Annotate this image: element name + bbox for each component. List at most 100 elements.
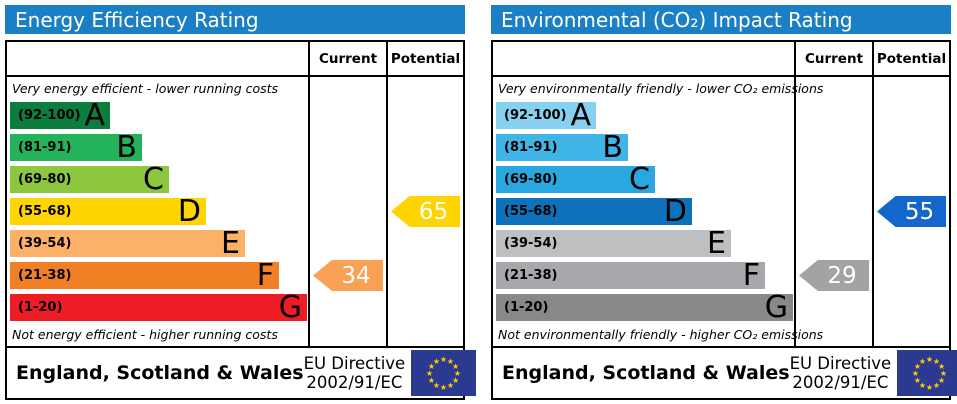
band-range-label: (39-54) bbox=[18, 236, 72, 251]
svg-text:★: ★ bbox=[454, 369, 461, 378]
top-caption: Very environmentally friendly - lower CO… bbox=[498, 81, 824, 96]
band-letter: A bbox=[570, 97, 591, 133]
svg-text:★: ★ bbox=[447, 381, 454, 390]
band-letter: D bbox=[177, 193, 201, 229]
charts-container: Energy Efficiency Rating Current Potenti… bbox=[5, 5, 957, 400]
band-row-f: (21-38) F bbox=[496, 260, 791, 290]
band-bar-d: (55-68) D bbox=[10, 193, 206, 229]
band-bar-f: (21-38) F bbox=[10, 257, 279, 293]
co2-impact-panel: Environmental (CO₂) Impact Rating Curren… bbox=[491, 5, 957, 400]
band-row-g: (1-20) G bbox=[10, 289, 307, 325]
band-letter: G bbox=[764, 289, 788, 325]
band-bar-a: (92-100) A bbox=[496, 97, 596, 133]
band-range-label: (1-20) bbox=[18, 300, 63, 315]
band-bar-f: (21-38) F bbox=[496, 260, 765, 290]
energy-potential-column: 65 bbox=[388, 77, 463, 346]
svg-text:★: ★ bbox=[440, 383, 447, 392]
potential-rating-arrow: 65 bbox=[391, 196, 460, 227]
band-row-a: (92-100) A bbox=[496, 97, 791, 133]
energy-table-header: Current Potential bbox=[7, 42, 463, 77]
potential-rating-arrow: 55 bbox=[877, 196, 946, 227]
band-row-e: (39-54) E bbox=[496, 225, 791, 261]
svg-text:★: ★ bbox=[912, 369, 919, 378]
band-range-label: (81-91) bbox=[504, 140, 558, 155]
band-bar-b: (81-91) B bbox=[10, 129, 142, 165]
region-label: England, Scotland & Wales bbox=[502, 362, 790, 384]
band-letter: B bbox=[602, 129, 623, 165]
co2-potential-column: 55 bbox=[874, 77, 949, 346]
svg-text:★: ★ bbox=[426, 369, 433, 378]
band-range-label: (55-68) bbox=[18, 204, 72, 219]
header-spacer-cell bbox=[493, 42, 796, 75]
eu-directive-line2: 2002/91/EC bbox=[792, 373, 889, 392]
band-letter: E bbox=[221, 225, 240, 261]
band-range-label: (21-38) bbox=[18, 268, 72, 283]
band-letter: B bbox=[116, 129, 137, 165]
co2-table-header: Current Potential bbox=[493, 42, 949, 77]
band-row-b: (81-91) B bbox=[496, 129, 791, 165]
energy-table-body: Very energy efficient - lower running co… bbox=[7, 77, 463, 346]
potential-column-header: Potential bbox=[390, 50, 461, 67]
band-letter: E bbox=[707, 225, 726, 261]
band-range-label: (1-20) bbox=[504, 300, 549, 315]
energy-efficiency-panel: Energy Efficiency Rating Current Potenti… bbox=[5, 5, 477, 400]
band-range-label: (92-100) bbox=[18, 108, 81, 123]
band-bar-g: (1-20) G bbox=[496, 289, 793, 325]
energy-rating-table: Current Potential Very energy efficient … bbox=[5, 40, 477, 400]
band-bar-c: (69-80) C bbox=[496, 161, 655, 197]
eu-flag-icon: ★ ★★★★★★★★★★★ bbox=[411, 350, 477, 396]
band-letter: C bbox=[629, 161, 650, 197]
band-row-a: (92-100) A bbox=[10, 100, 305, 130]
svg-text:★: ★ bbox=[926, 383, 933, 392]
co2-table-body: Very environmentally friendly - lower CO… bbox=[493, 77, 949, 346]
band-range-label: (69-80) bbox=[18, 172, 72, 187]
svg-text:★: ★ bbox=[933, 381, 940, 390]
band-row-c: (69-80) C bbox=[496, 161, 791, 197]
svg-text:★: ★ bbox=[938, 362, 945, 371]
band-range-label: (39-54) bbox=[504, 236, 558, 251]
band-range-label: (55-68) bbox=[504, 204, 558, 219]
energy-bands-cell: Very energy efficient - lower running co… bbox=[7, 77, 310, 346]
band-letter: F bbox=[256, 257, 274, 293]
svg-text:★: ★ bbox=[452, 376, 459, 385]
energy-table-footer: England, Scotland & Wales EU Directive 2… bbox=[7, 346, 477, 398]
top-caption: Very energy efficient - lower running co… bbox=[12, 81, 279, 96]
current-rating-arrow: 34 bbox=[313, 260, 383, 291]
band-bar-a: (92-100) A bbox=[10, 100, 110, 130]
svg-text:★: ★ bbox=[914, 362, 921, 371]
current-column-header: Current bbox=[796, 42, 874, 75]
co2-rating-table: Current Potential Very environmentally f… bbox=[491, 40, 957, 400]
current-rating-arrow: 29 bbox=[799, 260, 869, 291]
svg-text:★: ★ bbox=[933, 357, 940, 366]
header-spacer-cell bbox=[7, 42, 310, 75]
svg-text:★: ★ bbox=[428, 362, 435, 371]
svg-text:★: ★ bbox=[433, 381, 440, 390]
band-row-d: (55-68) D bbox=[10, 193, 305, 229]
band-letter: C bbox=[143, 161, 164, 197]
band-row-e: (39-54) E bbox=[10, 225, 305, 261]
band-bar-c: (69-80) C bbox=[10, 161, 169, 197]
band-letter: G bbox=[278, 289, 302, 325]
eu-directive-label: EU Directive 2002/91/EC bbox=[304, 354, 406, 393]
current-column-header: Current bbox=[310, 42, 388, 75]
svg-text:★: ★ bbox=[926, 355, 933, 364]
svg-text:★: ★ bbox=[919, 357, 926, 366]
svg-text:★: ★ bbox=[440, 355, 447, 364]
band-row-g: (1-20) G bbox=[496, 289, 793, 325]
eu-directive-line1: EU Directive bbox=[303, 353, 406, 373]
svg-text:★: ★ bbox=[914, 376, 921, 385]
eu-flag-icon: ★ ★★★★★★★★★★★ bbox=[897, 350, 957, 396]
potential-column-header: Potential bbox=[876, 50, 947, 67]
band-range-label: (81-91) bbox=[18, 140, 72, 155]
band-row-d: (55-68) D bbox=[496, 193, 791, 229]
band-bar-g: (1-20) G bbox=[10, 289, 307, 325]
svg-text:★: ★ bbox=[452, 362, 459, 371]
band-letter: D bbox=[663, 193, 687, 229]
bottom-caption: Not environmentally friendly - higher CO… bbox=[498, 327, 824, 342]
band-range-label: (21-38) bbox=[504, 268, 558, 283]
band-bar-e: (39-54) E bbox=[496, 225, 731, 261]
svg-text:★: ★ bbox=[447, 357, 454, 366]
band-row-c: (69-80) C bbox=[10, 161, 305, 197]
svg-text:★: ★ bbox=[919, 381, 926, 390]
energy-panel-title: Energy Efficiency Rating bbox=[5, 5, 465, 34]
